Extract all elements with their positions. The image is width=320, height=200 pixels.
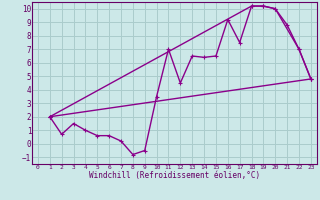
X-axis label: Windchill (Refroidissement éolien,°C): Windchill (Refroidissement éolien,°C) — [89, 171, 260, 180]
